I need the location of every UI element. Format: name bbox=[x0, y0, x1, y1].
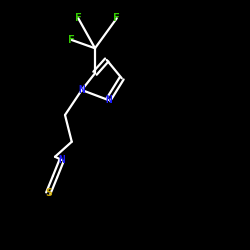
Text: F: F bbox=[114, 13, 120, 23]
Text: F: F bbox=[75, 13, 82, 23]
Text: N: N bbox=[58, 155, 65, 165]
Text: N: N bbox=[78, 85, 85, 95]
Text: N: N bbox=[105, 95, 112, 105]
Text: F: F bbox=[68, 35, 75, 45]
Text: S: S bbox=[45, 188, 52, 198]
